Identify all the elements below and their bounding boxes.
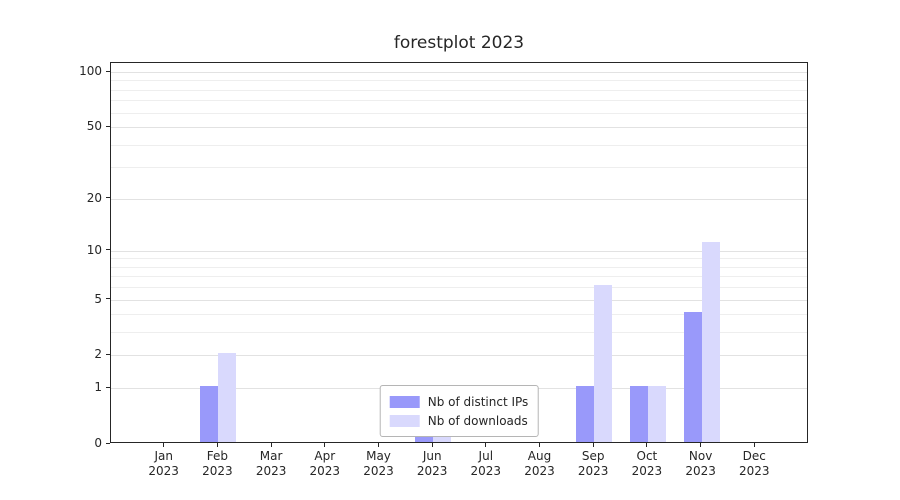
x-tick-label: Mar 2023 xyxy=(239,449,303,479)
minor-gridline xyxy=(111,112,807,114)
y-tick-label: 100 xyxy=(79,64,102,78)
x-tick-mark xyxy=(216,443,218,447)
x-tick-month: Nov xyxy=(688,449,713,463)
x-tick-label: Apr 2023 xyxy=(293,449,357,479)
x-tick-month: Jul xyxy=(478,449,494,463)
x-tick-year: 2023 xyxy=(202,464,233,478)
bar-nb-of-distinct-ips xyxy=(576,386,595,442)
x-tick-label: Sep 2023 xyxy=(561,449,625,479)
legend-swatch xyxy=(389,414,420,427)
x-tick-label: Oct 2023 xyxy=(615,449,679,479)
x-tick-mark xyxy=(270,443,272,447)
bar-nb-of-downloads xyxy=(594,285,613,442)
y-tick-label: 1 xyxy=(94,380,102,395)
bar-nb-of-downloads xyxy=(701,241,720,442)
minor-gridline xyxy=(111,314,807,316)
x-tick-month: Sep xyxy=(581,449,605,463)
legend-entry: Nb of downloads xyxy=(389,411,529,430)
major-gridline xyxy=(111,72,807,73)
x-tick-month: Jan xyxy=(154,449,173,463)
major-gridline xyxy=(111,299,807,301)
legend-label: Nb of downloads xyxy=(427,413,528,428)
x-tick-mark xyxy=(378,443,379,447)
legend-entry: Nb of distinct IPs xyxy=(389,392,529,411)
major-gridline xyxy=(111,355,807,357)
x-tick-month: Mar xyxy=(259,449,283,463)
major-gridline xyxy=(111,127,807,129)
minor-gridline xyxy=(111,167,807,169)
minor-gridline xyxy=(111,276,807,278)
x-tick-mark xyxy=(539,443,540,447)
x-tick-year: 2023 xyxy=(148,464,179,478)
bar-nb-of-downloads xyxy=(218,353,237,442)
x-tick-year: 2023 xyxy=(255,464,287,478)
y-tick-mark xyxy=(106,125,110,127)
x-tick-year: 2023 xyxy=(416,464,448,478)
x-tick-year: 2023 xyxy=(739,464,770,478)
y-tick-label: 0 xyxy=(94,436,102,450)
bar-nb-of-distinct-ips xyxy=(629,386,648,442)
x-tick-month: Dec xyxy=(742,449,766,463)
chart-title: forestplot 2023 xyxy=(393,33,525,53)
bar-nb-of-distinct-ips xyxy=(683,312,702,442)
minor-gridline xyxy=(111,287,807,289)
x-tick-month: Apr xyxy=(314,449,336,463)
major-gridline xyxy=(111,250,807,252)
x-tick-label: Feb 2023 xyxy=(185,449,249,479)
x-tick-mark xyxy=(646,443,648,447)
x-tick-label: Jun 2023 xyxy=(400,449,464,479)
x-tick-mark xyxy=(431,443,433,447)
x-tick-label: Jul 2023 xyxy=(454,449,518,479)
legend-label: Nb of distinct IPs xyxy=(427,394,529,409)
major-gridline xyxy=(111,198,807,200)
x-tick-label: Nov 2023 xyxy=(669,449,733,479)
legend: Nb of distinct IPs Nb of downloads xyxy=(379,385,539,437)
legend-swatch xyxy=(389,395,420,408)
bar-nb-of-distinct-ips xyxy=(200,386,219,442)
y-tick-mark xyxy=(106,298,110,300)
bar-nb-of-downloads xyxy=(647,386,666,442)
x-tick-month: May xyxy=(366,449,391,463)
y-tick-mark xyxy=(106,197,110,199)
minor-gridline xyxy=(111,80,807,82)
x-tick-month: Jun xyxy=(422,449,442,463)
x-tick-year: 2023 xyxy=(577,464,609,478)
x-tick-label: Aug 2023 xyxy=(508,449,572,479)
x-tick-year: 2023 xyxy=(470,464,502,478)
x-tick-year: 2023 xyxy=(363,464,394,478)
x-tick-mark xyxy=(485,443,487,447)
x-tick-month: Oct xyxy=(636,449,658,463)
y-tick-label: 20 xyxy=(86,190,102,205)
x-tick-mark xyxy=(700,443,702,447)
y-tick-label: 5 xyxy=(94,291,102,306)
x-tick-label: Dec 2023 xyxy=(722,449,786,479)
y-tick-mark xyxy=(106,353,110,355)
minor-gridline xyxy=(111,100,807,102)
minor-gridline xyxy=(111,144,807,146)
x-tick-mark xyxy=(163,443,165,447)
x-tick-mark xyxy=(324,443,326,447)
x-tick-year: 2023 xyxy=(524,464,555,478)
x-tick-mark xyxy=(592,443,594,447)
x-tick-year: 2023 xyxy=(309,464,341,478)
x-tick-label: Jan 2023 xyxy=(132,449,196,479)
minor-gridline xyxy=(111,332,807,334)
y-tick-mark xyxy=(106,442,110,444)
x-tick-year: 2023 xyxy=(685,464,716,478)
y-tick-label: 10 xyxy=(86,242,102,257)
minor-gridline xyxy=(111,89,807,91)
y-tick-label: 50 xyxy=(86,119,102,134)
x-tick-label: May 2023 xyxy=(347,449,411,479)
x-tick-mark xyxy=(753,443,755,447)
x-tick-month: Aug xyxy=(527,449,552,463)
minor-gridline xyxy=(111,266,807,268)
y-tick-label: 2 xyxy=(94,347,102,362)
x-tick-year: 2023 xyxy=(631,464,663,478)
y-tick-mark xyxy=(106,70,110,72)
y-tick-mark xyxy=(106,249,110,251)
minor-gridline xyxy=(111,258,807,260)
x-tick-month: Feb xyxy=(206,449,229,463)
y-tick-mark xyxy=(106,386,110,388)
